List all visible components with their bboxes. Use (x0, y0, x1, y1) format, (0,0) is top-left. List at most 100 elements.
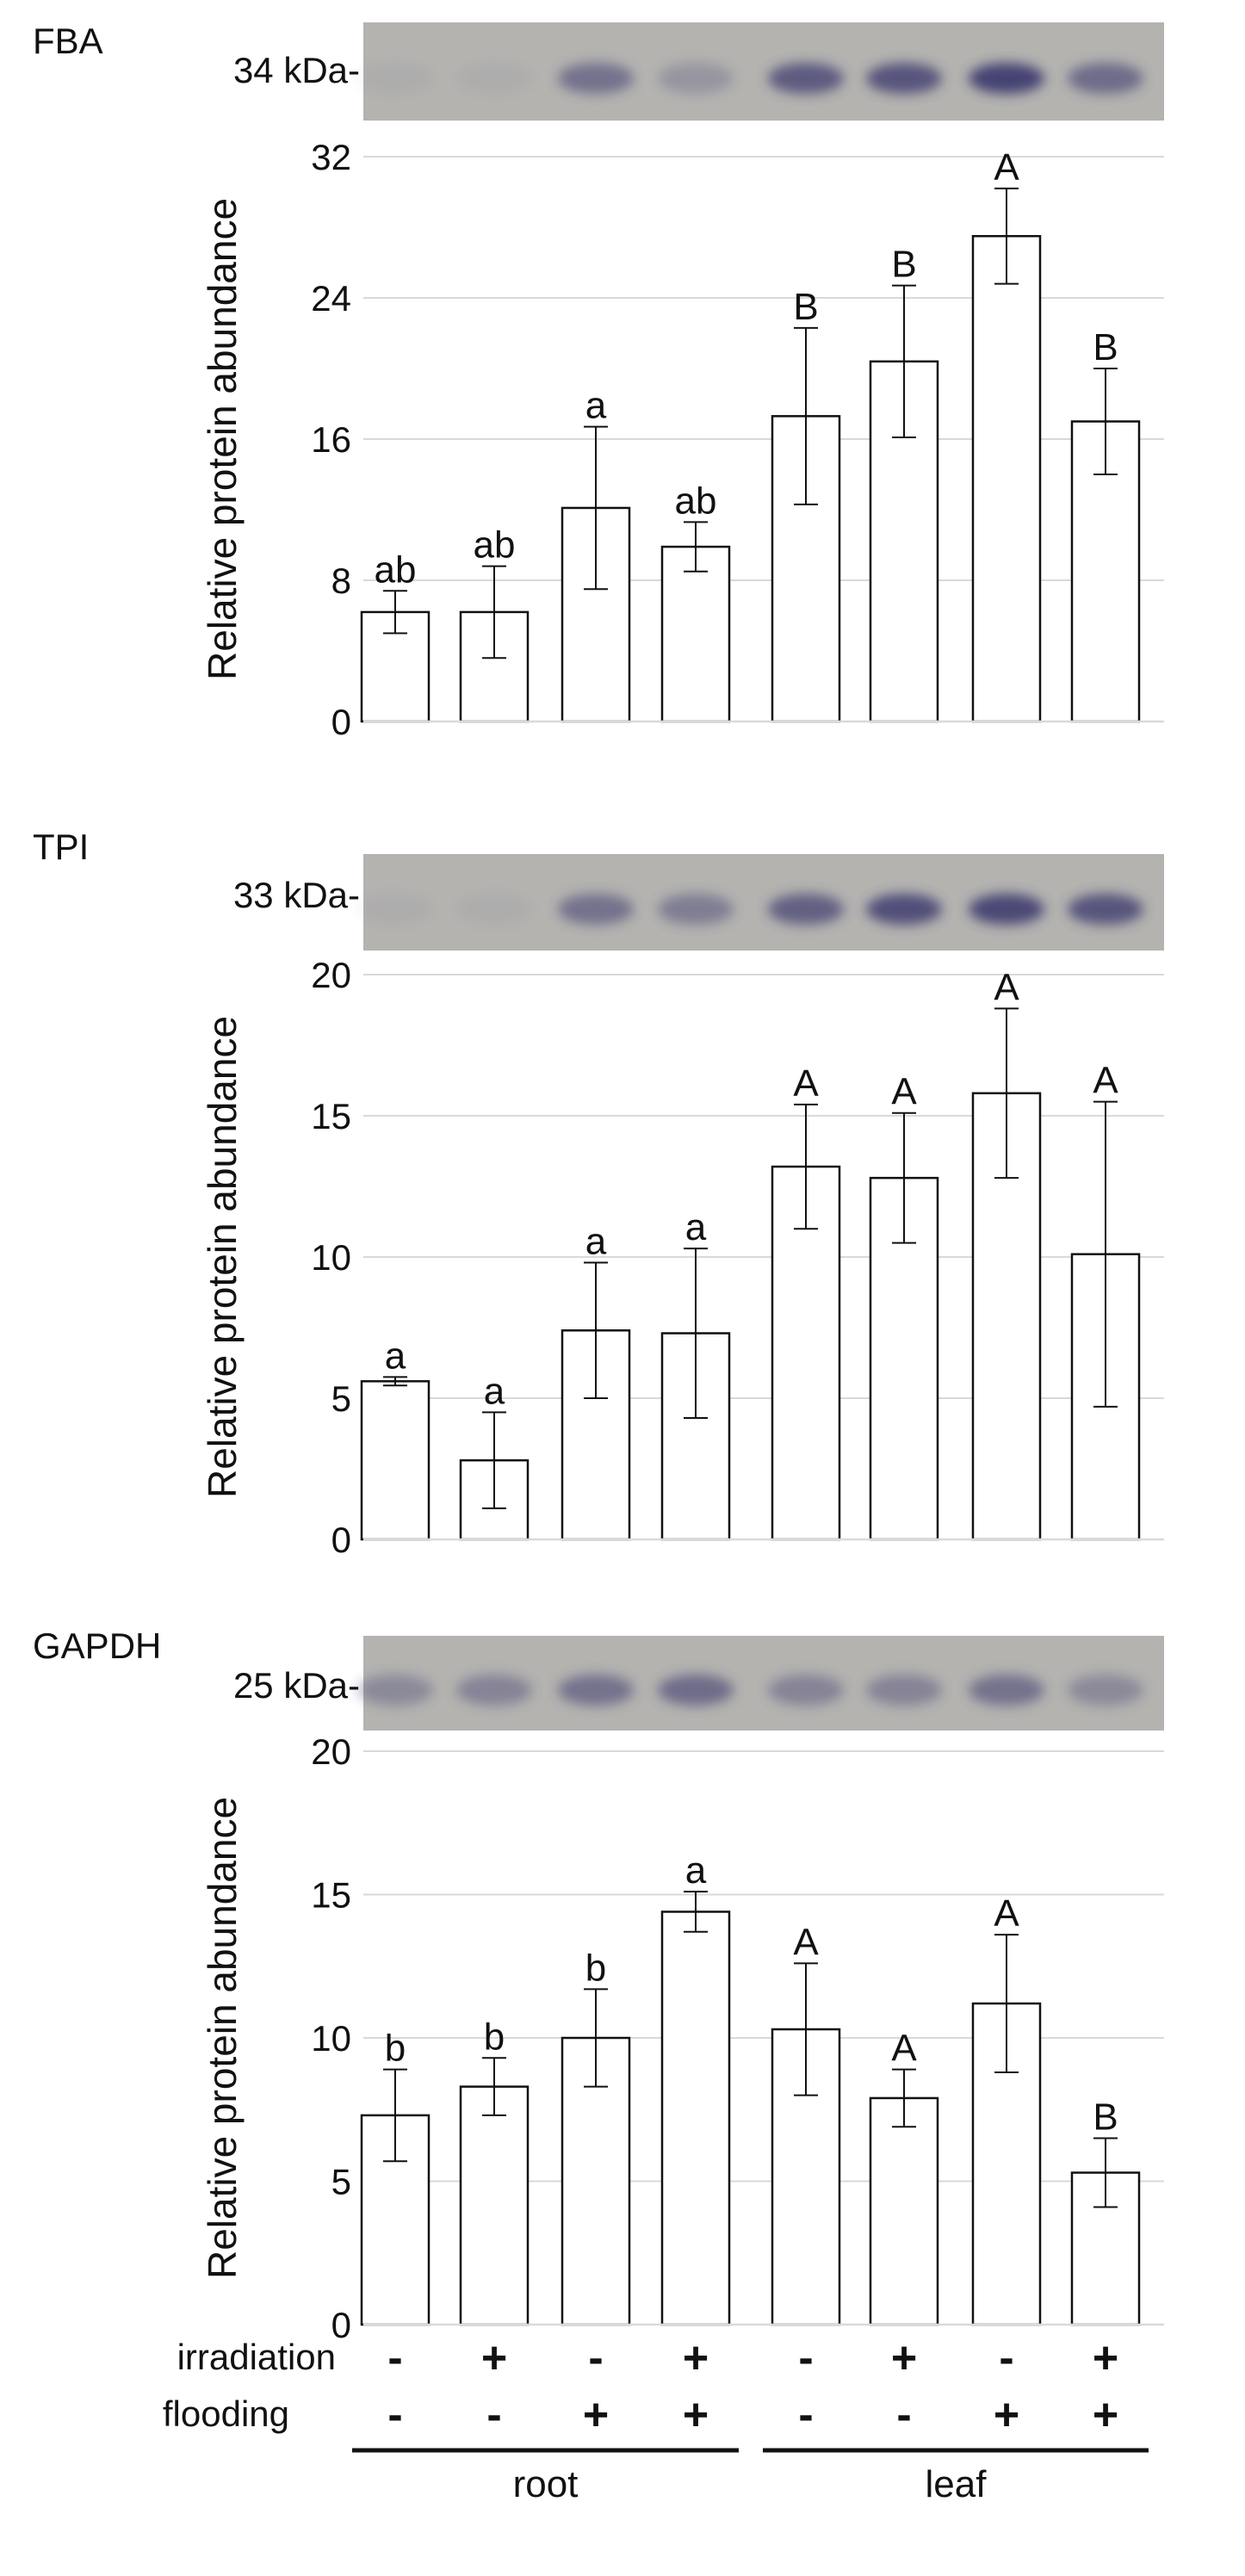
y-tick-label: 15 (311, 1875, 351, 1916)
error-bar (584, 1988, 608, 2088)
blot-band (357, 1675, 433, 1706)
significance-label: A (994, 1892, 1019, 1935)
y-tick-label: 20 (311, 955, 351, 995)
blot-band (969, 1675, 1044, 1706)
bar (360, 1380, 430, 1541)
blot-band (357, 894, 433, 925)
condition-sign: + (683, 2333, 709, 2383)
error-bar (383, 590, 407, 635)
significance-label: a (685, 1849, 707, 1892)
blot-band (357, 63, 433, 94)
blot-band (1068, 1675, 1143, 1706)
significance-label: B (891, 244, 916, 286)
condition-sign: + (994, 2390, 1019, 2440)
error-bar (482, 1411, 506, 1509)
significance-label: A (891, 2028, 917, 2070)
bar (971, 2002, 1042, 2326)
bar (971, 235, 1042, 723)
error-bar (1093, 368, 1118, 475)
y-tick-label: 32 (311, 137, 351, 177)
panel-tpi: TPI 33 kDa- 0 5 10 15 20 Relative protein abund… (33, 827, 1164, 1560)
panel-gapdh: GAPDH 25 kDa- 0 5 10 15 20 Relative protein abu… (33, 1625, 1164, 2345)
blot-band (658, 63, 734, 94)
condition-row-irradiation: irradiation - + - + - + - + (177, 2333, 1119, 2383)
blot-band (456, 1675, 532, 1706)
condition-sign: + (1093, 2390, 1118, 2440)
significance-label: b (585, 1947, 606, 1989)
condition-sign: - (486, 2390, 501, 2440)
significance-label: a (385, 1334, 406, 1377)
blot-band (558, 1675, 634, 1706)
group-leaf: leaf (763, 2448, 1149, 2505)
y-tick-label: 5 (331, 1378, 351, 1419)
western-blot (357, 1636, 1164, 1731)
panel-label: FBA (33, 21, 103, 61)
group-root: root (352, 2448, 739, 2505)
condition-sign: - (999, 2333, 1013, 2383)
error-bar (1093, 1100, 1118, 1408)
blot-band (456, 894, 532, 925)
error-bar (1093, 2137, 1118, 2208)
western-blot (357, 22, 1164, 121)
blot-band (558, 63, 634, 94)
blot-band (658, 894, 734, 925)
y-tick-label: 5 (331, 2162, 351, 2202)
bar (660, 1910, 731, 2326)
significance-label: ab (675, 480, 717, 522)
error-bar (892, 284, 916, 438)
condition-label: flooding (163, 2393, 289, 2434)
condition-sign: + (481, 2333, 507, 2383)
error-bar (994, 1007, 1019, 1180)
error-bar (482, 2057, 506, 2116)
y-axis-label: Relative protein abundance (200, 198, 245, 680)
error-bar (794, 326, 818, 505)
blot-band (866, 63, 942, 94)
significance-label: A (994, 146, 1019, 189)
condition-sign: - (588, 2333, 603, 2383)
significance-label: ab (375, 548, 417, 591)
error-bar (684, 1891, 708, 1933)
condition-sign: - (387, 2333, 402, 2383)
condition-row-flooding: flooding - - + + - - + + (163, 2390, 1118, 2440)
significance-label: b (385, 2028, 406, 2070)
significance-label: b (484, 2016, 505, 2058)
significance-label: a (585, 1221, 607, 1263)
condition-sign: - (798, 2333, 813, 2383)
condition-sign: - (896, 2390, 911, 2440)
condition-sign: - (387, 2390, 402, 2440)
significance-label: A (891, 1071, 917, 1113)
significance-label: ab (474, 524, 516, 567)
blot-band (658, 1675, 734, 1706)
significance-label: B (793, 286, 818, 328)
y-axis-label: Relative protein abundance (200, 1016, 245, 1498)
error-bar (794, 1962, 818, 2096)
condition-sign: + (683, 2390, 709, 2440)
bar (459, 2085, 530, 2326)
y-tick-label: 16 (311, 419, 351, 460)
y-tick-label: 8 (331, 560, 351, 601)
y-axis-label: Relative protein abundance (200, 1797, 245, 2279)
significance-label: B (1093, 326, 1118, 368)
blot-band (558, 894, 634, 925)
error-bar (994, 1934, 1019, 2073)
blot-band (1068, 63, 1143, 94)
error-bar (482, 565, 506, 659)
blot-band (768, 63, 844, 94)
error-bar (383, 2068, 407, 2163)
condition-sign: + (1093, 2333, 1118, 2383)
y-tick-label: 0 (331, 702, 351, 742)
kda-marker: 33 kDa- (233, 875, 360, 915)
significance-label: A (793, 1062, 819, 1105)
significance-label: A (793, 1921, 819, 1963)
error-bar (994, 187, 1019, 285)
y-tick-label: 10 (311, 2018, 351, 2059)
blot-band (456, 63, 532, 94)
kda-marker: 34 kDa- (233, 50, 360, 90)
blot-band (768, 894, 844, 925)
error-bar (584, 425, 608, 591)
error-bar (684, 1248, 708, 1419)
kda-marker: 25 kDa- (233, 1665, 360, 1706)
error-bar (584, 1261, 608, 1399)
blot-band (969, 894, 1044, 925)
error-bar (684, 521, 708, 573)
